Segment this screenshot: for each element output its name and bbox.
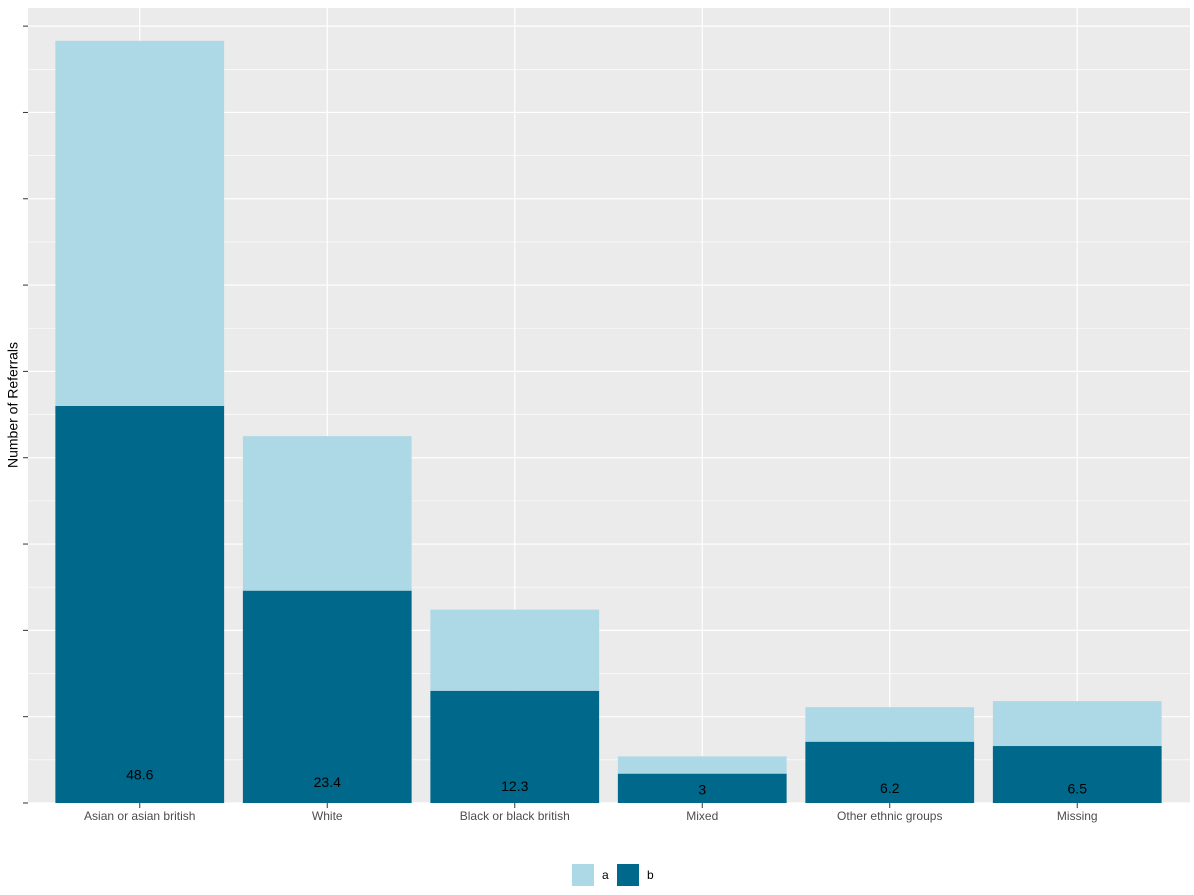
x-tick-label: Mixed xyxy=(686,809,718,823)
data-label: 12.3 xyxy=(501,778,528,794)
x-tick-label: Other ethnic groups xyxy=(837,809,942,823)
legend-swatch xyxy=(572,864,594,886)
x-tick-label: Black or black british xyxy=(460,809,570,823)
legend-label: b xyxy=(647,868,654,882)
data-label: 48.6 xyxy=(126,767,153,783)
bar-segment xyxy=(430,690,600,803)
data-label: 23.4 xyxy=(314,774,341,790)
bar-segment xyxy=(242,590,412,803)
bar-segment xyxy=(617,773,787,803)
x-tick-label: Asian or asian british xyxy=(84,809,195,823)
legend-label: a xyxy=(602,868,609,882)
data-label: 3 xyxy=(698,782,706,798)
legend-swatch xyxy=(617,864,639,886)
bar-segment xyxy=(55,405,225,803)
x-tick-label: Missing xyxy=(1057,809,1098,823)
y-axis-title: Number of Referrals xyxy=(5,342,21,468)
bar-segment xyxy=(430,609,600,691)
bar-segment xyxy=(992,701,1162,747)
bar-segment xyxy=(242,436,412,591)
bar-segment xyxy=(805,741,975,803)
bar-segment xyxy=(805,707,975,742)
bar-segment xyxy=(55,40,225,406)
bar-segment xyxy=(617,756,787,774)
data-label: 6.2 xyxy=(880,780,900,796)
data-label: 6.5 xyxy=(1068,780,1088,796)
x-tick-label: White xyxy=(312,809,343,823)
bar-segment xyxy=(992,746,1162,803)
